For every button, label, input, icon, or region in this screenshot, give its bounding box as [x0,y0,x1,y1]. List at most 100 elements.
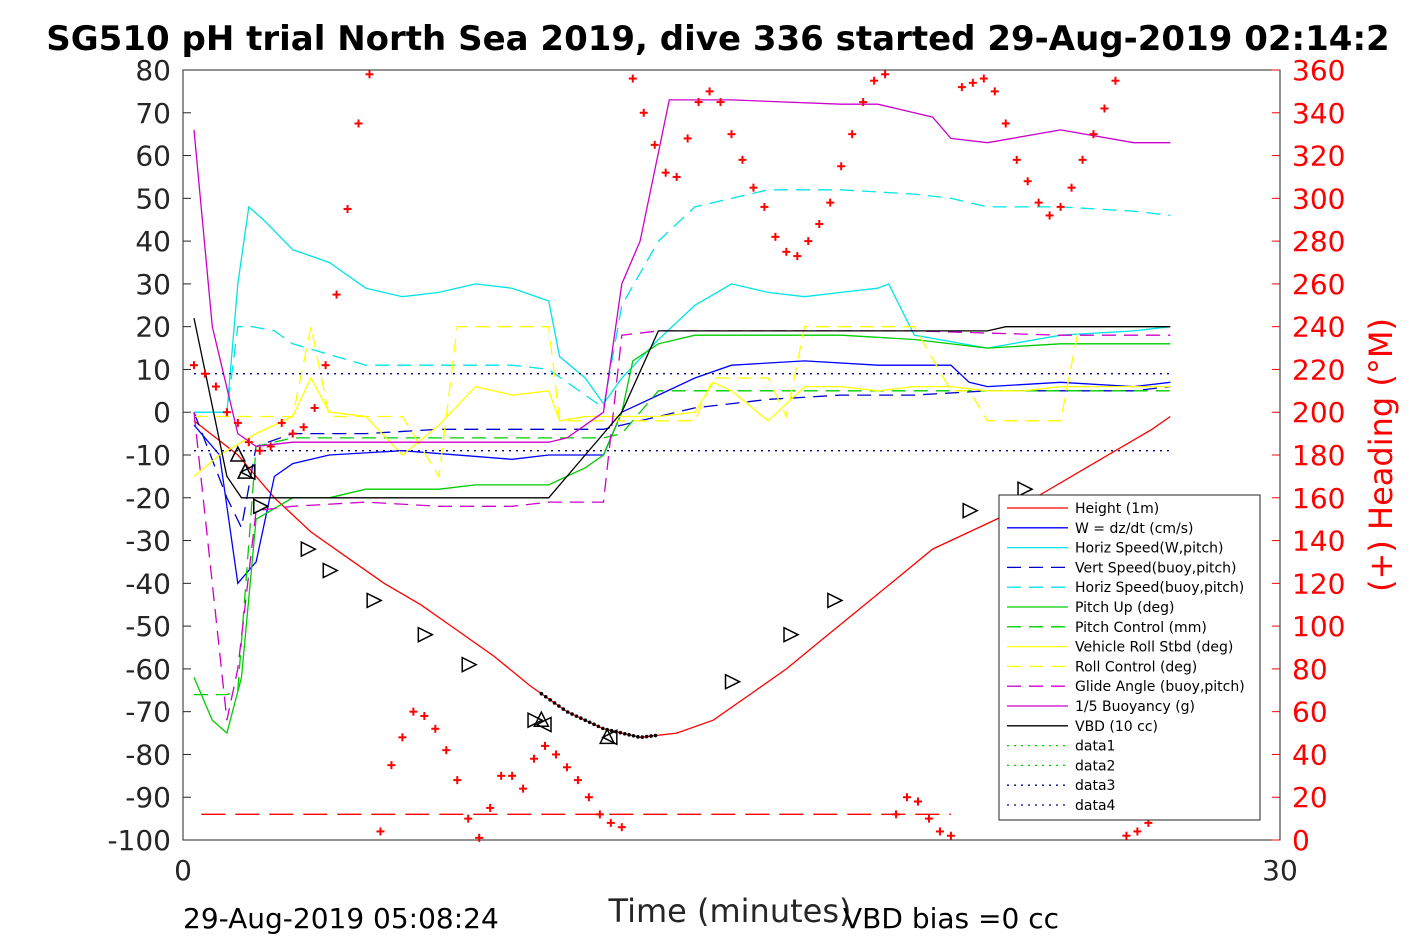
legend-entry: 1/5 Buoyancy (g) [1007,699,1195,715]
heading-marker [782,247,791,256]
heading-marker [990,87,999,96]
triangle-marker-right [417,626,435,643]
legend-entry: Horiz Speed(W,pitch) [1007,541,1223,557]
heading-marker [387,761,396,770]
sample-dot [622,731,627,736]
sample-dot [618,730,623,735]
legend-label: Vehicle Roll Stbd (deg) [1075,640,1233,656]
sample-dot [539,691,544,696]
legend-entry: data4 [1007,798,1116,814]
legend-items: Height (1m) W = dz/dt (cm/s) Horiz Speed(W… [1007,501,1245,814]
left-tick-label: 30 [135,268,171,301]
triangle-marker-right [366,592,383,609]
legend-label: 1/5 Buoyancy (g) [1075,699,1195,715]
triangle-marker-left [601,729,618,746]
sample-dot [636,735,640,739]
heading-marker [1078,155,1087,164]
left-tick-label: -30 [125,525,171,558]
right-tick-label: 20 [1292,781,1328,814]
heading-marker [738,155,747,164]
heading-marker [266,442,275,451]
left-tick-label: -10 [125,439,171,472]
heading-marker [859,98,868,107]
sample-dot [596,724,601,729]
heading-marker [815,220,824,228]
sample-dot [644,734,649,739]
sample-dot [649,734,653,738]
heading-marker [562,763,571,772]
right-tick-label: 320 [1292,140,1345,173]
legend-label: data3 [1075,778,1115,794]
heading-marker [343,205,352,214]
sample-dot [583,718,588,723]
sample-dot [561,707,566,711]
heading-marker [530,754,539,763]
sample-dot [587,720,592,725]
heading-marker [233,418,242,427]
heading-marker [913,797,922,806]
series-line-vehicle-roll-stbd-deg [193,376,1171,477]
legend-entry: data3 [1007,778,1115,794]
sample-dot [627,732,631,737]
heading-marker [727,130,736,139]
right-tick-label: 100 [1292,610,1345,643]
left-tick-label: 60 [135,140,171,173]
legend-label: data2 [1075,758,1115,774]
legend-entry: Pitch Up (deg) [1007,600,1174,616]
series-line-horiz-speed-w-pitch [194,205,1171,413]
left-tick-label: -50 [125,610,171,643]
sample-dot [552,701,557,705]
triangle-marker-right [783,626,800,643]
heading-marker [793,252,802,261]
heading-marker [299,423,308,432]
heading-marker [365,70,374,79]
x-tick-label: 30 [1262,854,1298,887]
heading-marker [771,232,780,241]
left-tick-label: -90 [125,781,171,814]
sample-dot [631,733,636,738]
x-tick-label: 0 [174,854,192,887]
right-tick-label: 0 [1292,824,1310,857]
heading-marker [354,119,363,128]
heading-marker [189,361,198,370]
heading-marker [606,818,615,827]
legend-entry: Roll Control (deg) [1007,659,1197,675]
series-line-roll-control-deg [194,326,1171,479]
heading-marker [881,70,890,79]
heading-marker [749,183,758,192]
heading-marker [826,198,835,207]
heading-marker [497,771,506,780]
legend-label: Pitch Control (mm) [1075,620,1207,636]
heading-marker [244,438,253,447]
left-tick-label: 40 [135,225,171,258]
sample-dot [609,728,614,733]
legend-entry: data2 [1007,758,1115,774]
sample-dot [592,722,596,727]
left-tick-label: 20 [135,311,171,344]
heading-marker [541,741,550,750]
heading-marker [398,733,407,742]
triangle-marker-right [322,562,339,579]
right-tick-label: 140 [1292,525,1345,558]
heading-marker [694,98,703,107]
left-tick-label: -70 [125,696,171,729]
legend-label: data1 [1075,739,1115,755]
heading-marker [650,140,659,149]
heading-marker [946,831,955,840]
heading-marker [200,369,209,378]
x-axis-label: Time (minutes) [608,892,852,930]
sample-dot [640,735,645,739]
heading-marker [639,108,648,117]
heading-marker [804,237,813,246]
legend-entry: Height (1m) [1007,501,1159,517]
left-tick-label: -20 [125,482,171,515]
heading-marker [1001,119,1010,128]
heading-marker [617,823,626,832]
heading-marker [420,711,429,720]
legend-label: VBD (10 cc) [1075,719,1158,735]
sample-dot [548,698,552,702]
left-tick-label: 70 [135,97,171,130]
heading-marker [1133,827,1142,836]
legend-label: Glide Angle (buoy,pitch) [1075,679,1245,695]
